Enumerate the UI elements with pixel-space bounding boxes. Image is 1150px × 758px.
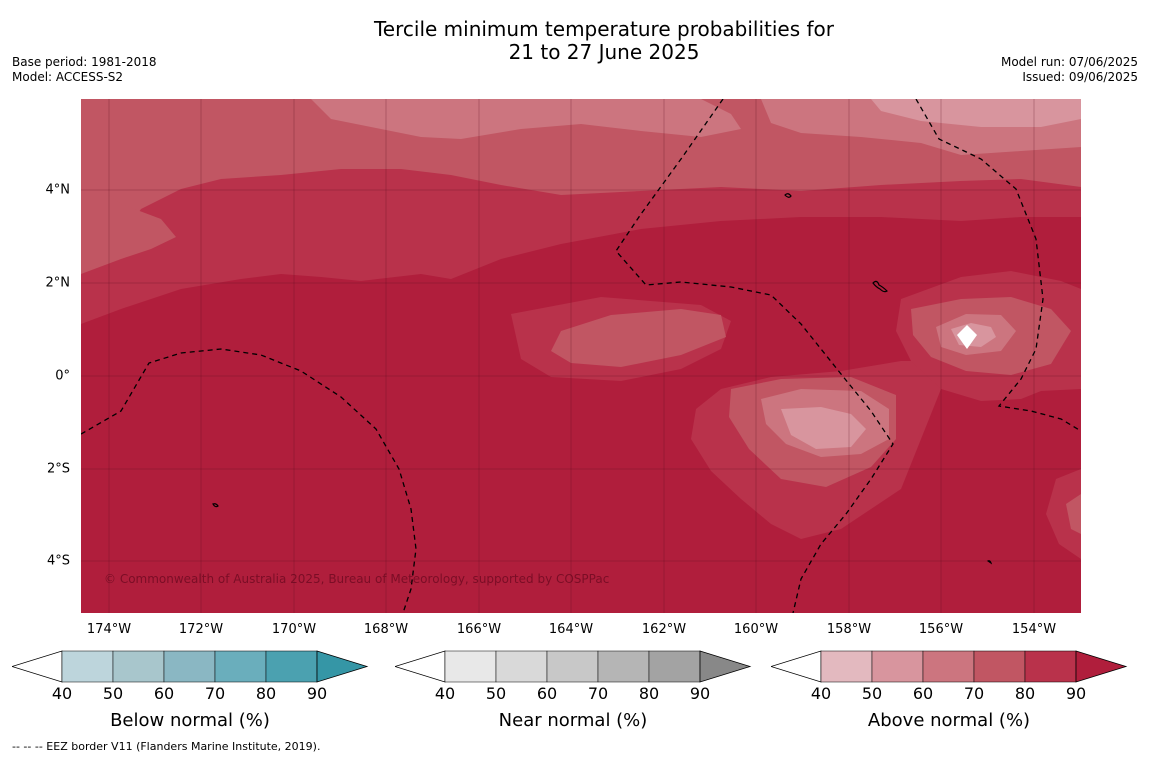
title-line-1: Tercile minimum temperature probabilitie… — [373, 17, 835, 41]
lon-label: 164°W — [548, 622, 594, 637]
lon-label: 168°W — [363, 622, 409, 637]
island-4 — [986, 560, 993, 565]
graticule — [81, 99, 1081, 613]
colorbar-tick: 70 — [587, 684, 609, 703]
colorbar-above-svg — [769, 650, 1128, 683]
island-3 — [212, 503, 219, 508]
colorbar-tick: 90 — [689, 684, 711, 703]
colorbar-swatch — [112, 650, 165, 683]
lat-label: 2°N — [45, 275, 71, 291]
colorbar-swatch — [444, 650, 497, 683]
colorbar-tick: 60 — [536, 684, 558, 703]
probability-map — [81, 99, 1081, 613]
colorbar-swatch — [648, 650, 701, 683]
colorbar-near-svg — [393, 650, 752, 683]
lat-label: 4°N — [45, 182, 71, 198]
colorbar-extension-high — [1075, 650, 1128, 683]
colorbar-tick: 90 — [306, 684, 328, 703]
colorbar-label: Above normal (%) — [867, 710, 1031, 731]
contour-50-east — [781, 407, 866, 449]
contour-70-mid — [551, 309, 726, 367]
colorbar-extension-low — [393, 650, 446, 683]
colorbar-swatch — [973, 650, 1026, 683]
islands — [212, 193, 993, 565]
colorbar-label: Below normal (%) — [110, 710, 270, 731]
colorbar-tick: 90 — [1065, 684, 1087, 703]
issued-date: Issued: 09/06/2025 — [1022, 70, 1138, 84]
colorbar-tick: 50 — [102, 684, 124, 703]
colorbar-swatch — [214, 650, 267, 683]
meta-right: Model run: 07/06/2025 Issued: 09/06/2025 — [1001, 55, 1138, 85]
lon-label: 154°W — [1011, 622, 1057, 637]
model-name: Model: ACCESS-S2 — [12, 70, 124, 84]
colorbar-tick: 50 — [485, 684, 507, 703]
lon-label: 170°W — [271, 622, 317, 637]
colorbar-tick: 40 — [810, 684, 832, 703]
eez-border-east — [915, 99, 1081, 432]
lon-label: 162°W — [641, 622, 687, 637]
contour-60-north — [311, 99, 741, 139]
contour-70-se — [1066, 494, 1081, 534]
colorbar-tick: 70 — [963, 684, 985, 703]
colorbar-tick: 60 — [153, 684, 175, 703]
colorbar-extension-low — [10, 650, 63, 683]
eez-footnote: -- -- -- EEZ border V11 (Flanders Marine… — [12, 740, 321, 753]
contour-50-north — [871, 99, 1081, 127]
colorbar-swatch — [597, 650, 650, 683]
colorbar-tick: 70 — [204, 684, 226, 703]
colorbar-swatch — [820, 650, 873, 683]
colorbar-swatch — [1024, 650, 1077, 683]
colorbar-swatch — [61, 650, 114, 683]
colorbar-tick: 40 — [51, 684, 73, 703]
lat-label: 4°S — [46, 553, 70, 569]
colorbar-swatch — [265, 650, 318, 683]
eez-border-central — [615, 99, 894, 613]
colorbar-label: Near normal (%) — [498, 710, 648, 731]
colorbar-swatch — [546, 650, 599, 683]
lon-label: 156°W — [918, 622, 964, 637]
colorbar-above-normal: 40 50 60 70 80 90 Above normal (%) — [769, 650, 1129, 731]
colorbar-swatch — [871, 650, 924, 683]
island-2 — [872, 280, 888, 293]
model-run: Model run: 07/06/2025 — [1000, 55, 1138, 69]
colorbar-tick: 80 — [255, 684, 277, 703]
colorbar-swatch — [495, 650, 548, 683]
contour-80-se — [1046, 469, 1081, 559]
colorbar-extension-high — [699, 650, 752, 683]
lat-label: 2°S — [46, 461, 70, 477]
colorbar-tick: 60 — [912, 684, 934, 703]
colorbar-near-normal: 40 50 60 70 80 90 Near normal (%) — [393, 650, 753, 731]
colorbar-tick: 40 — [434, 684, 456, 703]
colorbar-tick: 80 — [1014, 684, 1036, 703]
contour-70-west — [81, 179, 176, 274]
copyright-credit: © Commonwealth of Australia 2025, Bureau… — [104, 572, 610, 586]
lon-label: 160°W — [733, 622, 779, 637]
colorbar-swatch — [163, 650, 216, 683]
eez-border-west — [81, 348, 417, 613]
title-line-2: 21 to 27 June 2025 — [508, 40, 700, 64]
contour-40-spot — [957, 325, 977, 349]
lon-label: 166°W — [456, 622, 502, 637]
meta-left: Base period: 1981-2018 Model: ACCESS-S2 — [12, 55, 157, 85]
colorbar-tick: 50 — [861, 684, 883, 703]
base-period: Base period: 1981-2018 — [12, 55, 157, 69]
colorbar-below-normal: 40 50 60 70 80 90 Below normal (%) — [10, 650, 370, 731]
colorbar-below-svg — [10, 650, 369, 683]
island-1 — [784, 193, 792, 198]
map-title: Tercile minimum temperature probabilitie… — [0, 18, 1150, 64]
colorbar-tick: 80 — [638, 684, 660, 703]
lon-label: 172°W — [178, 622, 224, 637]
colorbar-extension-low — [769, 650, 822, 683]
colorbar-extension-high — [316, 650, 369, 683]
lon-label: 174°W — [86, 622, 132, 637]
lon-label: 158°W — [826, 622, 872, 637]
contour-70-north — [81, 99, 1081, 247]
eez-borders — [81, 99, 1081, 613]
lat-label: 0° — [55, 368, 70, 384]
colorbar-swatch — [922, 650, 975, 683]
